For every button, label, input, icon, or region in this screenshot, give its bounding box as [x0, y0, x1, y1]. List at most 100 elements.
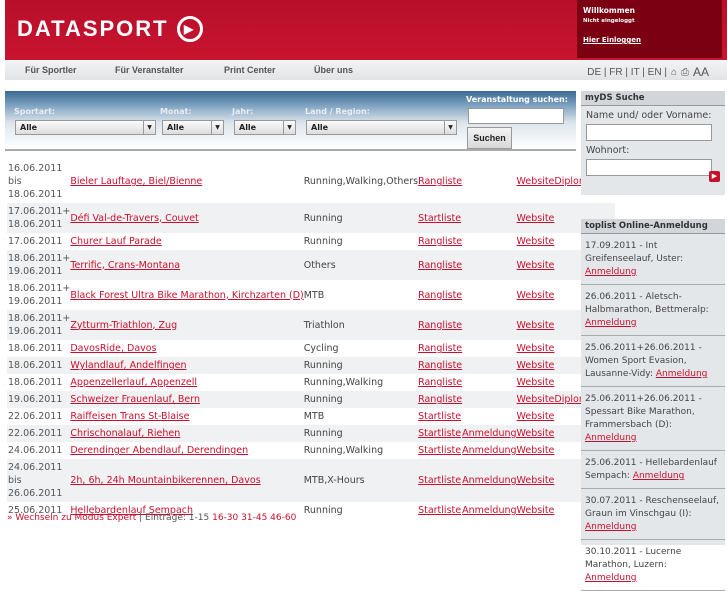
diplom-link[interactable]: Diplom	[554, 176, 589, 187]
name-cell: Schweizer Frauenlauf, Bern	[70, 391, 303, 408]
name-cell: Terrific, Crans-Montana	[70, 250, 303, 280]
region-value: Alle	[311, 123, 329, 132]
nav-fuer-veranstalter[interactable]: Für Veranstalter	[115, 65, 184, 75]
website-link[interactable]: Website	[516, 289, 555, 301]
datasport-logo[interactable]: DATASPORT ▶	[17, 16, 203, 42]
registration-link[interactable]: Anmeldung	[585, 522, 637, 532]
registration-link[interactable]: Anmeldung	[655, 369, 708, 379]
website-link[interactable]: Website	[516, 475, 555, 486]
name-cell: Chrischonalauf, Riehen	[70, 425, 303, 442]
list-cell: Startliste	[418, 425, 462, 442]
event-search-input[interactable]	[468, 108, 564, 124]
registration-link[interactable]: Anmeldung	[462, 505, 517, 516]
event-link[interactable]: Hellebardenlauf Sempach	[70, 505, 194, 516]
list-link[interactable]: Rangliste	[418, 176, 463, 187]
toplist-text: 26.06.2011 - Aletsch-Halbmarathon, Bettm…	[585, 292, 709, 315]
website-link[interactable]: Website	[516, 411, 555, 422]
list-link[interactable]: Startliste	[418, 212, 462, 224]
event-link[interactable]: Défi Val-de-Travers, Couvet	[70, 212, 199, 224]
registration-link[interactable]: Anmeldung	[585, 318, 637, 328]
list-link[interactable]: Startliste	[418, 475, 462, 486]
page-link[interactable]: 31-45	[241, 513, 268, 523]
list-link[interactable]: Rangliste	[418, 360, 463, 371]
list-link[interactable]: Rangliste	[418, 377, 463, 388]
website-link[interactable]: Website	[516, 505, 555, 516]
nav-ueber-uns[interactable]: Über uns	[314, 65, 354, 75]
website-link[interactable]: Website	[516, 360, 555, 371]
event-link[interactable]: Appenzellerlauf, Appenzell	[70, 377, 198, 388]
list-link[interactable]: Rangliste	[418, 289, 463, 301]
month-select[interactable]: Alle ▼	[162, 120, 224, 135]
registration-link[interactable]: Anmeldung	[632, 471, 685, 481]
list-link[interactable]: Rangliste	[418, 394, 463, 405]
date-cell: 16.06.2011 bis 18.06.2011	[7, 160, 70, 203]
event-link[interactable]: Wylandlauf, Andelfingen	[70, 360, 187, 371]
list-cell: Rangliste	[418, 280, 462, 310]
registration-link[interactable]: Anmeldung	[585, 433, 637, 443]
registration-link[interactable]: Anmeldung	[462, 445, 517, 456]
registration-cell: Anmeldung	[462, 459, 516, 502]
print-icon[interactable]: ⎙	[680, 66, 689, 78]
website-link[interactable]: Website	[516, 212, 555, 224]
event-link[interactable]: Derendinger Abendlauf, Derendingen	[70, 445, 249, 456]
registration-link[interactable]: Anmeldung	[585, 267, 637, 277]
website-link[interactable]: Website	[516, 428, 555, 439]
name-input[interactable]	[586, 124, 712, 141]
diplom-link[interactable]: Diplom	[554, 394, 589, 405]
date-cell: 22.06.2011	[7, 425, 70, 442]
toplist-item: 25.06.2011+26.06.2011 - Spessart Bike Ma…	[581, 387, 725, 451]
event-link[interactable]: 2h, 6h, 24h Mountainbikerennen, Davos	[70, 475, 261, 486]
event-link[interactable]: Zytturm-Triathlon, Zug	[70, 319, 178, 331]
region-select[interactable]: Alle ▼	[306, 120, 457, 135]
website-link[interactable]: Website	[516, 377, 555, 388]
nav-print-center[interactable]: Print Center	[224, 65, 276, 75]
event-link[interactable]: Terrific, Crans-Montana	[70, 259, 181, 271]
event-link[interactable]: Raiffeisen Trans St-Blaise	[70, 411, 190, 422]
event-link[interactable]: DavosRide, Davos	[70, 343, 157, 354]
language-switcher[interactable]: DE | FR | IT | EN |	[587, 66, 667, 78]
toplist-text: 25.06.2011+26.06.2011 - Women Sport Evas…	[585, 343, 702, 379]
event-link[interactable]: Chrischonalauf, Riehen	[70, 428, 181, 439]
website-link[interactable]: Website	[516, 259, 555, 271]
list-cell: Rangliste	[418, 160, 462, 203]
website-cell: Website	[517, 459, 589, 502]
registration-link[interactable]: Anmeldung	[585, 573, 637, 583]
event-link[interactable]: Bieler Lauftage, Biel/Bienne	[70, 176, 203, 187]
expert-mode-link[interactable]: » Wechseln zu Modus Expert	[7, 513, 137, 523]
registration-link[interactable]: Anmeldung	[462, 428, 517, 439]
website-link[interactable]: Website	[516, 236, 555, 247]
home-icon[interactable]: ⌂	[670, 66, 677, 78]
website-link[interactable]: Website	[516, 445, 555, 456]
login-link[interactable]: Hier Einloggen	[583, 36, 642, 44]
list-link[interactable]: Rangliste	[418, 259, 463, 271]
website-link[interactable]: Website	[516, 319, 555, 331]
list-link[interactable]: Rangliste	[418, 319, 463, 331]
event-link[interactable]: Schweizer Frauenlauf, Bern	[70, 394, 201, 405]
registration-link[interactable]: Anmeldung	[462, 475, 517, 486]
list-link[interactable]: Startliste	[418, 411, 462, 422]
table-row: 19.06.2011 Schweizer Frauenlauf, Bern Ru…	[7, 391, 615, 408]
event-date: 17.06.2011	[8, 236, 63, 247]
nav-fuer-sportler[interactable]: Für Sportler	[25, 65, 77, 75]
event-link[interactable]: Churer Lauf Parade	[70, 236, 162, 247]
year-select[interactable]: Alle ▼	[234, 120, 296, 135]
submit-arrow-icon[interactable]: ▶	[709, 171, 720, 182]
event-date: 24.06.2011	[8, 462, 63, 473]
search-button[interactable]: Suchen	[467, 127, 512, 149]
list-link[interactable]: Startliste	[418, 428, 462, 439]
font-size-toggle[interactable]: AA	[692, 65, 709, 79]
table-row: 18.06.2011 Appenzellerlauf, Appenzell Ru…	[7, 374, 615, 391]
page-link[interactable]: 46-60	[270, 513, 297, 523]
list-link[interactable]: Startliste	[418, 505, 462, 516]
website-link[interactable]: Website	[516, 343, 555, 354]
event-date: 18.06.2011+	[8, 283, 71, 294]
event-link[interactable]: Black Forest Ultra Bike Marathon, Kirchz…	[70, 289, 304, 301]
list-link[interactable]: Startliste	[418, 445, 462, 456]
website-link[interactable]: Website	[516, 394, 555, 405]
list-link[interactable]: Rangliste	[418, 343, 463, 354]
sport-select[interactable]: Alle ▼	[15, 120, 156, 135]
city-input[interactable]	[586, 159, 712, 176]
website-link[interactable]: Website	[516, 176, 555, 187]
page-link[interactable]: 16-30	[212, 513, 239, 523]
list-link[interactable]: Rangliste	[418, 236, 463, 247]
